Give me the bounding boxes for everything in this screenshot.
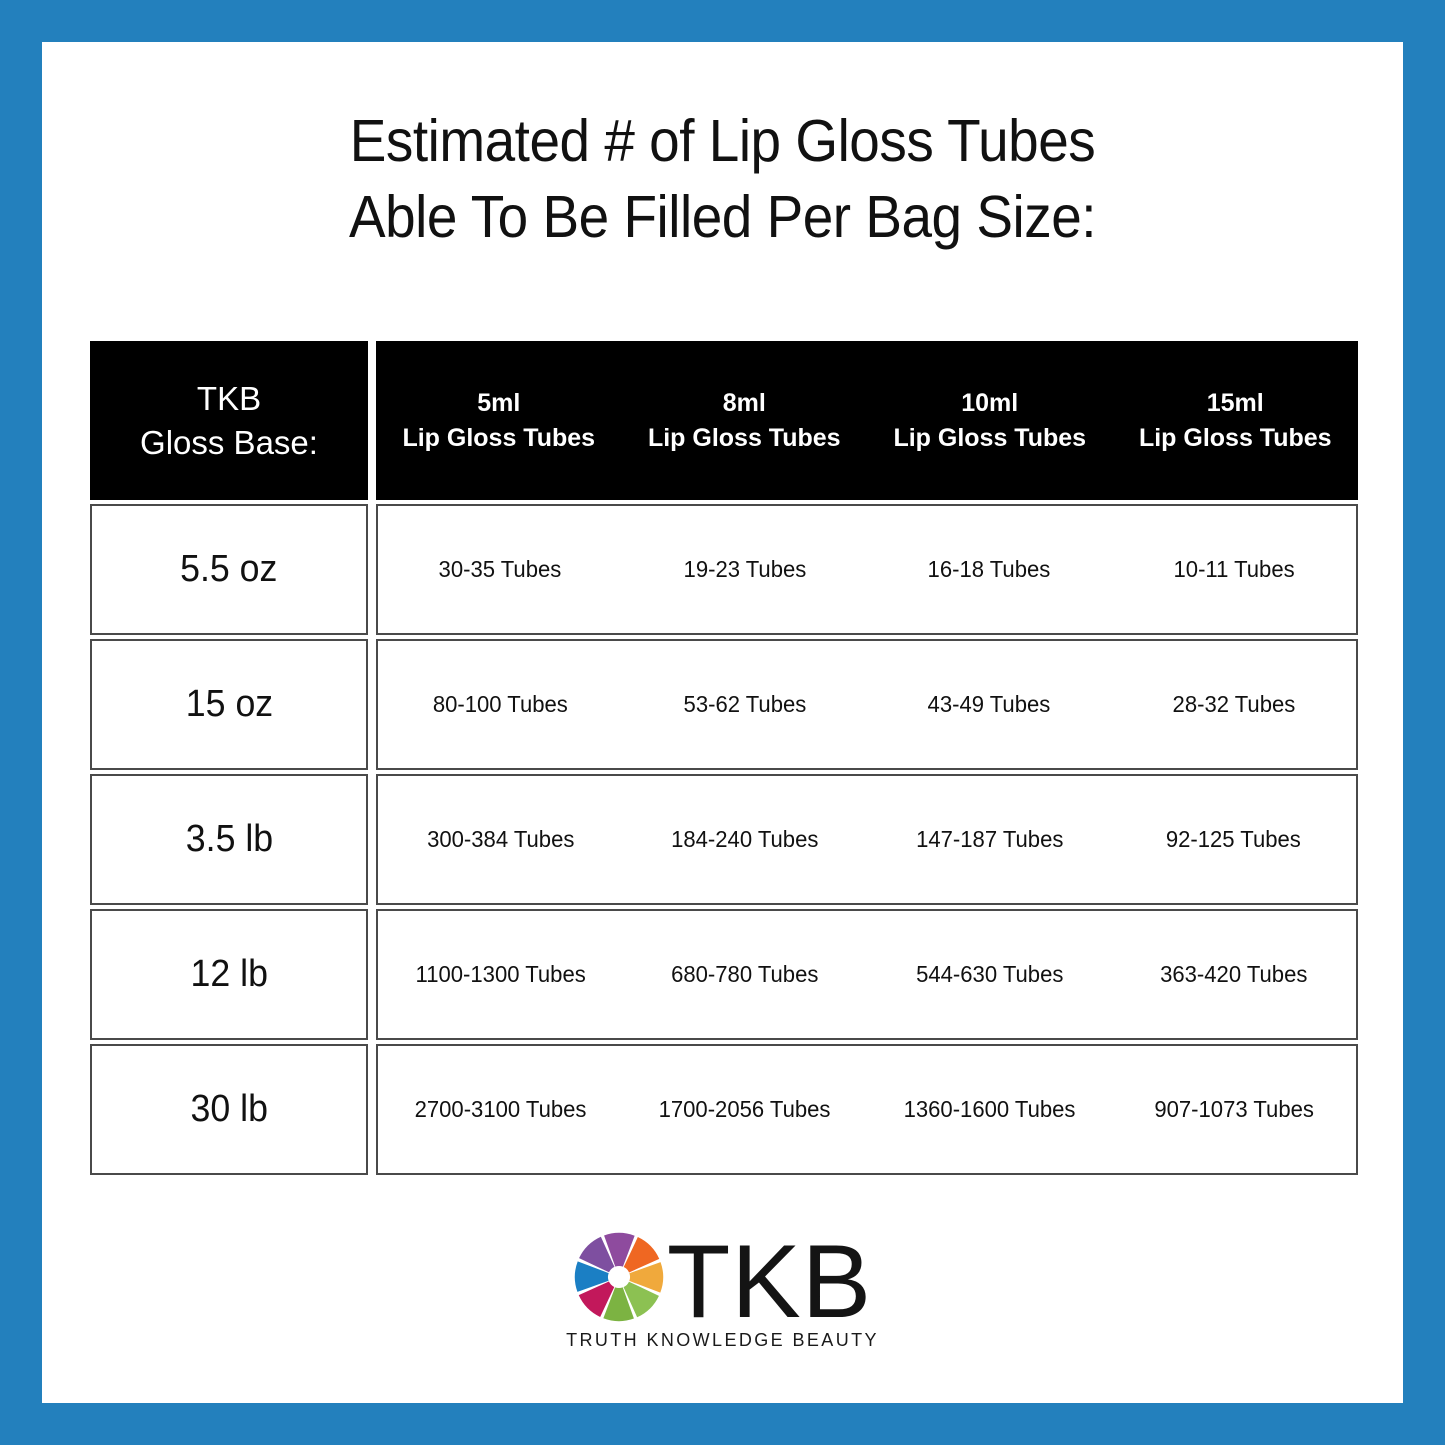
row-label-text: 30 lb bbox=[190, 1088, 268, 1130]
cell-30lb-10ml: 1360-1600 Tubes bbox=[867, 1046, 1112, 1173]
cell-value: 16-18 Tubes bbox=[927, 556, 1051, 582]
cell-3-5lb-8ml: 184-240 Tubes bbox=[623, 776, 868, 903]
column-header-10ml: 10ml Lip Gloss Tubes bbox=[867, 341, 1113, 500]
column-header-5ml-size: 5ml bbox=[477, 389, 521, 417]
column-header-15ml: 15ml Lip Gloss Tubes bbox=[1113, 341, 1359, 500]
cell-15oz-8ml: 53-62 Tubes bbox=[623, 641, 868, 768]
table-row: 5.5 oz 30-35 Tubes 19-23 Tubes 16-18 Tub… bbox=[90, 504, 1358, 635]
cell-15oz-10ml: 43-49 Tubes bbox=[867, 641, 1112, 768]
page-title-line-2: Able To Be Filled Per Bag Size: bbox=[348, 183, 1097, 250]
row-label-text: 12 lb bbox=[190, 953, 268, 995]
cell-value: 300-384 Tubes bbox=[426, 826, 574, 852]
tkb-logo-tagline: TRUTH KNOWLEDGE BEAUTY bbox=[566, 1330, 879, 1350]
table-row: 3.5 lb 300-384 Tubes 184-240 Tubes 147-1… bbox=[90, 774, 1358, 905]
tubes-per-bag-size-table: TKB Gloss Base: 5ml Lip Gloss Tubes 8ml … bbox=[90, 341, 1358, 1179]
table-header-row: TKB Gloss Base: 5ml Lip Gloss Tubes 8ml … bbox=[90, 341, 1358, 500]
cell-value: 19-23 Tubes bbox=[683, 556, 807, 582]
cell-value: 30-35 Tubes bbox=[438, 556, 562, 582]
cell-value: 2700-3100 Tubes bbox=[414, 1096, 587, 1122]
row-values-group: 1100-1300 Tubes 680-780 Tubes 544-630 Tu… bbox=[376, 909, 1358, 1040]
table-row: 12 lb 1100-1300 Tubes 680-780 Tubes 544-… bbox=[90, 909, 1358, 1040]
cell-12lb-15ml: 363-420 Tubes bbox=[1112, 911, 1357, 1038]
row-label-text: 5.5 oz bbox=[180, 548, 278, 590]
column-header-15ml-desc: Lip Gloss Tubes bbox=[1138, 423, 1332, 452]
cell-30lb-8ml: 1700-2056 Tubes bbox=[623, 1046, 868, 1173]
row-values-group: 300-384 Tubes 184-240 Tubes 147-187 Tube… bbox=[376, 774, 1358, 905]
page-title-line-1: Estimated # of Lip Gloss Tubes bbox=[349, 108, 1096, 174]
cell-value: 53-62 Tubes bbox=[683, 691, 807, 717]
cell-3-5lb-10ml: 147-187 Tubes bbox=[867, 776, 1112, 903]
page-title: Estimated # of Lip Gloss Tubes Able To B… bbox=[42, 104, 1403, 255]
cell-value: 1360-1600 Tubes bbox=[903, 1096, 1076, 1122]
column-header-5ml: 5ml Lip Gloss Tubes bbox=[376, 341, 622, 500]
table-header-columns-group: 5ml Lip Gloss Tubes 8ml Lip Gloss Tubes … bbox=[376, 341, 1358, 500]
page-canvas: Estimated # of Lip Gloss Tubes Able To B… bbox=[42, 42, 1403, 1403]
row-values-group: 30-35 Tubes 19-23 Tubes 16-18 Tubes 10-1… bbox=[376, 504, 1358, 635]
tkb-logo: TKB TRUTH KNOWLEDGE BEAUTY bbox=[42, 1228, 1403, 1351]
column-header-8ml-desc: Lip Gloss Tubes bbox=[647, 423, 841, 452]
table-header-row-label-cell: TKB Gloss Base: bbox=[90, 341, 368, 500]
table-row: 30 lb 2700-3100 Tubes 1700-2056 Tubes 13… bbox=[90, 1044, 1358, 1175]
row-label-cell-15-oz: 15 oz bbox=[90, 639, 368, 770]
color-wheel-icon bbox=[574, 1232, 664, 1322]
row-label-cell-30-lb: 30 lb bbox=[90, 1044, 368, 1175]
cell-5-5oz-8ml: 19-23 Tubes bbox=[623, 506, 868, 633]
cell-5-5oz-10ml: 16-18 Tubes bbox=[867, 506, 1112, 633]
cell-value: 43-49 Tubes bbox=[927, 691, 1051, 717]
cell-value: 1100-1300 Tubes bbox=[415, 961, 586, 987]
column-header-5ml-desc: Lip Gloss Tubes bbox=[402, 423, 596, 452]
row-label-cell-3-5-lb: 3.5 lb bbox=[90, 774, 368, 905]
cell-3-5lb-5ml: 300-384 Tubes bbox=[378, 776, 623, 903]
cell-12lb-8ml: 680-780 Tubes bbox=[623, 911, 868, 1038]
row-values-group: 2700-3100 Tubes 1700-2056 Tubes 1360-160… bbox=[376, 1044, 1358, 1175]
column-header-10ml-desc: Lip Gloss Tubes bbox=[893, 423, 1087, 452]
row-label-text: 3.5 lb bbox=[185, 818, 273, 860]
cell-value: 147-187 Tubes bbox=[915, 826, 1063, 852]
table-row: 15 oz 80-100 Tubes 53-62 Tubes 43-49 Tub… bbox=[90, 639, 1358, 770]
cell-value: 680-780 Tubes bbox=[671, 961, 819, 987]
cell-30lb-15ml: 907-1073 Tubes bbox=[1112, 1046, 1357, 1173]
table-header-base-label: Gloss Base: bbox=[140, 423, 318, 461]
row-label-cell-12-lb: 12 lb bbox=[90, 909, 368, 1040]
cell-3-5lb-15ml: 92-125 Tubes bbox=[1112, 776, 1357, 903]
column-header-15ml-size: 15ml bbox=[1206, 389, 1264, 417]
cell-15oz-15ml: 28-32 Tubes bbox=[1112, 641, 1357, 768]
tkb-logo-wordmark: TKB bbox=[666, 1224, 873, 1341]
cell-value: 80-100 Tubes bbox=[432, 691, 568, 717]
tkb-logo-main: TKB bbox=[573, 1228, 872, 1334]
cell-12lb-5ml: 1100-1300 Tubes bbox=[378, 911, 623, 1038]
cell-value: 544-630 Tubes bbox=[915, 961, 1063, 987]
cell-30lb-5ml: 2700-3100 Tubes bbox=[378, 1046, 623, 1173]
row-values-group: 80-100 Tubes 53-62 Tubes 43-49 Tubes 28-… bbox=[376, 639, 1358, 770]
column-header-8ml-size: 8ml bbox=[722, 389, 766, 417]
cell-value: 184-240 Tubes bbox=[671, 826, 819, 852]
cell-5-5oz-15ml: 10-11 Tubes bbox=[1112, 506, 1357, 633]
cell-15oz-5ml: 80-100 Tubes bbox=[378, 641, 623, 768]
table-header-brand: TKB bbox=[196, 379, 262, 417]
cell-value: 10-11 Tubes bbox=[1173, 556, 1295, 582]
row-label-text: 15 oz bbox=[185, 683, 273, 725]
cell-5-5oz-5ml: 30-35 Tubes bbox=[378, 506, 623, 633]
column-header-8ml: 8ml Lip Gloss Tubes bbox=[622, 341, 868, 500]
row-label-cell-5-5-oz: 5.5 oz bbox=[90, 504, 368, 635]
cell-12lb-10ml: 544-630 Tubes bbox=[867, 911, 1112, 1038]
cell-value: 363-420 Tubes bbox=[1160, 961, 1308, 987]
cell-value: 1700-2056 Tubes bbox=[658, 1096, 831, 1122]
cell-value: 907-1073 Tubes bbox=[1153, 1096, 1314, 1122]
cell-value: 28-32 Tubes bbox=[1172, 691, 1296, 717]
column-header-10ml-size: 10ml bbox=[961, 389, 1019, 417]
cell-value: 92-125 Tubes bbox=[1166, 826, 1302, 852]
